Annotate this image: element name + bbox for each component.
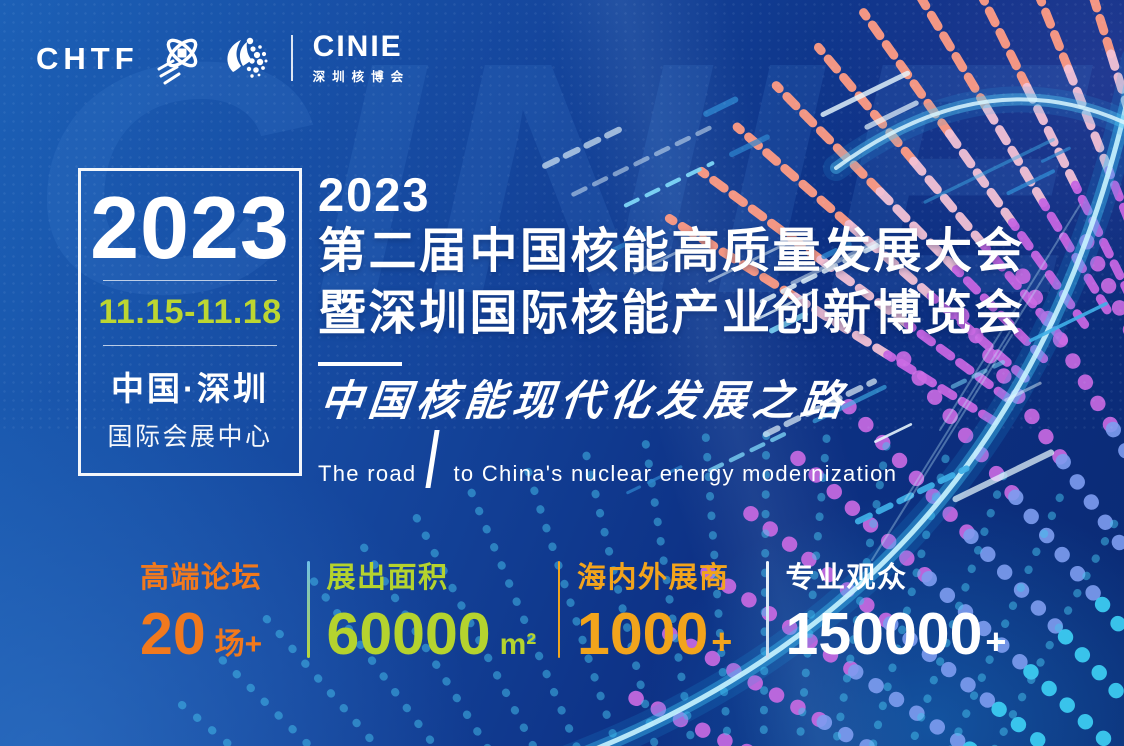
date-year: 2023 — [90, 178, 290, 277]
date-card-divider-top — [103, 279, 277, 282]
svg-text:CINIE: CINIE — [28, 0, 1097, 362]
stats-row: 高端论坛 20 场+ 展出面积 60000 m² 海内外展商 1000 + 专业… — [140, 554, 1006, 664]
cinie-logo-text: CINIE — [312, 29, 403, 63]
stats-divider-3 — [766, 560, 769, 658]
logo-divider — [290, 35, 293, 81]
stats-divider-1 — [307, 560, 310, 658]
stat-visitors-label: 专业观众 — [785, 562, 908, 594]
stat-exhibitors-unit: + — [711, 621, 733, 662]
headline-year: 2023 — [318, 168, 431, 221]
stat-area: 展出面积 60000 m² — [327, 554, 541, 664]
slogan-block: 中国核能现代化发展之路 The road to China's nuclear … — [318, 362, 898, 489]
slogan-english-prefix: The road — [318, 461, 417, 487]
slogan-divider-bar — [425, 430, 441, 489]
event-headline: 2023 第二届中国核能高质量发展大会 暨深圳国际核能产业创新博览会 — [318, 168, 1026, 346]
stat-visitors: 专业观众 150000 + — [786, 554, 1007, 664]
date-range: 11.15-11.18 — [98, 293, 282, 332]
stat-area-value: 60000 — [326, 601, 491, 667]
event-city: 中国·深圳 — [111, 370, 269, 408]
stat-area-label: 展出面积 — [326, 562, 449, 594]
event-venue: 国际会展中心 — [107, 423, 273, 452]
cinie-logo: CINIE 深圳核博会 — [312, 29, 411, 85]
stat-forums: 高端论坛 20 场+ — [140, 554, 290, 664]
slogan-english: The road to China's nuclear energy moder… — [318, 430, 898, 489]
stat-forums-label: 高端论坛 — [140, 562, 263, 594]
chtf-logo-text: CHTF — [36, 40, 139, 76]
slogan-chinese: 中国核能现代化发展之路 — [318, 377, 851, 424]
event-title-line1: 第二届中国核能高质量发展大会 — [318, 224, 1026, 278]
stat-exhibitors: 海内外展商 1000 + — [577, 554, 749, 664]
slogan-rule — [318, 362, 402, 366]
stat-visitors-value: 150000 — [785, 601, 983, 667]
date-card-divider-bottom — [103, 344, 277, 347]
event-title-line2: 暨深圳国际核能产业创新博览会 — [318, 287, 1026, 341]
stat-area-unit: m² — [499, 628, 537, 661]
stat-exhibitors-label: 海内外展商 — [577, 562, 730, 594]
chtf-atom-icon — [157, 38, 197, 85]
stat-visitors-unit: + — [985, 621, 1007, 662]
logo-bar: CHTF — [36, 30, 410, 86]
stat-exhibitors-value: 1000 — [577, 601, 709, 667]
date-card: 2023 11.15-11.18 中国·深圳 国际会展中心 — [78, 168, 302, 476]
stat-forums-unit: 场+ — [214, 628, 263, 661]
slogan-english-suffix: to China's nuclear energy modernization — [453, 461, 898, 487]
stat-forums-value: 20 — [140, 601, 206, 667]
cinie-logo-subtext: 深圳核博会 — [312, 69, 411, 84]
cinie-globe-icon — [227, 37, 268, 78]
stats-divider-2 — [557, 560, 560, 658]
